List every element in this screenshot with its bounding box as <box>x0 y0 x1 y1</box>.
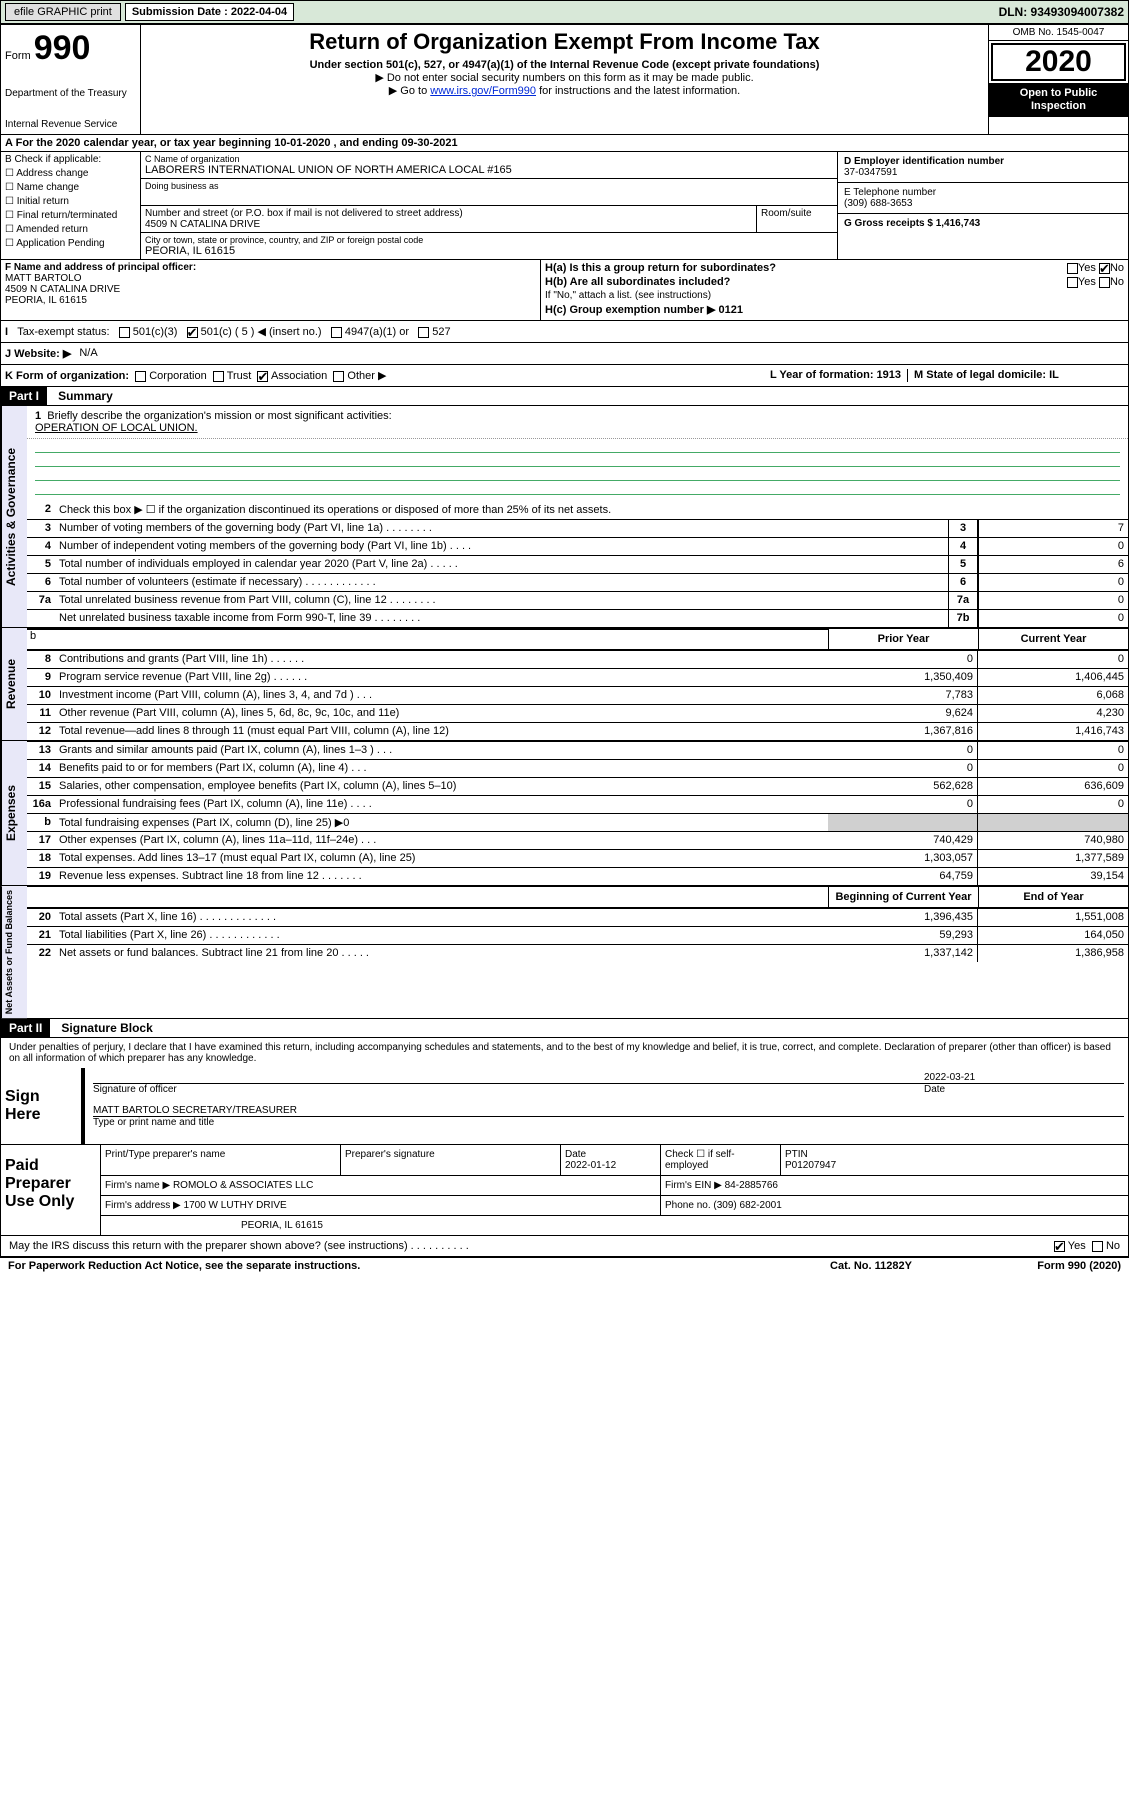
ptin-value: P01207947 <box>785 1160 836 1171</box>
summary-row: bTotal fundraising expenses (Part IX, co… <box>27 813 1128 831</box>
discuss-yes-check[interactable] <box>1054 1241 1065 1252</box>
summary-row: 11Other revenue (Part VIII, column (A), … <box>27 704 1128 722</box>
firm-city: PEORIA, IL 61615 <box>101 1216 1128 1235</box>
firm-name: ROMOLO & ASSOCIATES LLC <box>173 1180 313 1191</box>
firm-phone: (309) 682-2001 <box>713 1200 781 1211</box>
year-formation: L Year of formation: 1913 <box>764 369 907 382</box>
perjury-statement: Under penalties of perjury, I declare th… <box>1 1038 1128 1068</box>
firm-ein: 84-2885766 <box>725 1180 778 1191</box>
box-c: C Name of organization LABORERS INTERNAT… <box>141 152 838 259</box>
summary-row: 21Total liabilities (Part X, line 26) . … <box>27 926 1128 944</box>
summary-row: 5Total number of individuals employed in… <box>27 555 1128 573</box>
col-begin-year: Beginning of Current Year <box>828 887 978 907</box>
summary-row: 17Other expenses (Part IX, column (A), l… <box>27 831 1128 849</box>
box-f: F Name and address of principal officer:… <box>1 260 541 320</box>
summary-row: 15Salaries, other compensation, employee… <box>27 777 1128 795</box>
col-end-year: End of Year <box>978 887 1128 907</box>
form-footer: Form 990 (2020) <box>971 1260 1121 1272</box>
discuss-question: May the IRS discuss this return with the… <box>9 1240 1054 1252</box>
sign-date: 2022-03-21 <box>924 1072 1124 1083</box>
irs-link[interactable]: www.irs.gov/Form990 <box>430 85 536 97</box>
summary-row: 22Net assets or fund balances. Subtract … <box>27 944 1128 962</box>
summary-row: 20Total assets (Part X, line 16) . . . .… <box>27 908 1128 926</box>
mission-text: OPERATION OF LOCAL UNION. <box>35 422 198 434</box>
paperwork-notice: For Paperwork Reduction Act Notice, see … <box>8 1260 771 1272</box>
officer-name: MATT BARTOLO <box>5 273 82 284</box>
subtitle-ssn: ▶ Do not enter social security numbers o… <box>149 71 980 84</box>
phone-value: (309) 688-3653 <box>844 198 1122 209</box>
page-title: Return of Organization Exempt From Incom… <box>149 29 980 55</box>
summary-row: Net unrelated business taxable income fr… <box>27 609 1128 627</box>
summary-row: 9Program service revenue (Part VIII, lin… <box>27 668 1128 686</box>
summary-row: 16aProfessional fundraising fees (Part I… <box>27 795 1128 813</box>
tab-revenue: Revenue <box>1 628 27 740</box>
website-row: J Website: ▶ N/A <box>1 343 1128 365</box>
col-prior-year: Prior Year <box>828 629 978 649</box>
officer-name-title: MATT BARTOLO SECRETARY/TREASURER <box>93 1105 1124 1116</box>
gross-receipts: G Gross receipts $ 1,416,743 <box>844 218 1122 229</box>
part1-header: Part I <box>1 387 47 405</box>
dept-treasury: Department of the Treasury <box>5 88 136 99</box>
subtitle-link-row: ▶ Go to www.irs.gov/Form990 for instruct… <box>149 84 980 97</box>
summary-row: 3Number of voting members of the governi… <box>27 519 1128 537</box>
org-city: PEORIA, IL 61615 <box>145 245 833 257</box>
paid-preparer-label: Paid Preparer Use Only <box>1 1145 101 1235</box>
form-org-row: K Form of organization: Corporation Trus… <box>5 369 764 382</box>
form-prefix: Form <box>5 50 31 62</box>
summary-row: 6Total number of volunteers (estimate if… <box>27 573 1128 591</box>
col-current-year: Current Year <box>978 629 1128 649</box>
prep-date: 2022-01-12 <box>565 1160 616 1171</box>
tab-net-assets: Net Assets or Fund Balances <box>1 886 27 1018</box>
efile-print-button[interactable]: efile GRAPHIC print <box>5 3 121 21</box>
org-street: 4509 N CATALINA DRIVE <box>145 219 752 230</box>
subtitle-code: Under section 501(c), 527, or 4947(a)(1)… <box>149 59 980 71</box>
form-id-box: Form 990 Department of the Treasury Inte… <box>1 25 141 134</box>
tax-status-row: I Tax-exempt status: 501(c)(3) 501(c) ( … <box>1 321 1128 343</box>
part2-title: Signature Block <box>53 1019 160 1037</box>
omb-number: OMB No. 1545-0047 <box>989 25 1128 41</box>
dln-label: DLN: 93493094007382 <box>999 5 1124 19</box>
tab-expenses: Expenses <box>1 741 27 885</box>
state-domicile: M State of legal domicile: IL <box>907 369 1065 382</box>
box-d: D Employer identification number 37-0347… <box>838 152 1128 259</box>
summary-row: 4Number of independent voting members of… <box>27 537 1128 555</box>
form-number: 990 <box>34 29 91 67</box>
summary-row: 19Revenue less expenses. Subtract line 1… <box>27 867 1128 885</box>
firm-addr: 1700 W LUTHY DRIVE <box>184 1200 287 1211</box>
discuss-no-check[interactable] <box>1092 1241 1103 1252</box>
org-name: LABORERS INTERNATIONAL UNION OF NORTH AM… <box>145 164 833 176</box>
part2-header: Part II <box>1 1019 50 1037</box>
box-h: H(a) Is this a group return for subordin… <box>541 260 1128 320</box>
summary-row: 10Investment income (Part VIII, column (… <box>27 686 1128 704</box>
dept-irs: Internal Revenue Service <box>5 119 136 130</box>
sign-here-label: Sign Here <box>1 1068 81 1144</box>
summary-row: 12Total revenue—add lines 8 through 11 (… <box>27 722 1128 740</box>
box-b: B Check if applicable: ☐ Address change … <box>1 152 141 259</box>
summary-row: 8Contributions and grants (Part VIII, li… <box>27 650 1128 668</box>
ein-value: 37-0347591 <box>844 167 1122 178</box>
submission-date: Submission Date : 2022-04-04 <box>125 3 294 21</box>
summary-row: 7aTotal unrelated business revenue from … <box>27 591 1128 609</box>
summary-row: 14Benefits paid to or for members (Part … <box>27 759 1128 777</box>
tax-year: 2020 <box>991 43 1126 81</box>
summary-row: 18Total expenses. Add lines 13–17 (must … <box>27 849 1128 867</box>
open-inspection: Open to PublicInspection <box>989 83 1128 117</box>
summary-row: 13Grants and similar amounts paid (Part … <box>27 741 1128 759</box>
cat-number: Cat. No. 11282Y <box>771 1260 971 1272</box>
tax-period-row: A For the 2020 calendar year, or tax yea… <box>1 135 1128 152</box>
part1-title: Summary <box>50 387 121 405</box>
tab-governance: Activities & Governance <box>1 406 27 627</box>
